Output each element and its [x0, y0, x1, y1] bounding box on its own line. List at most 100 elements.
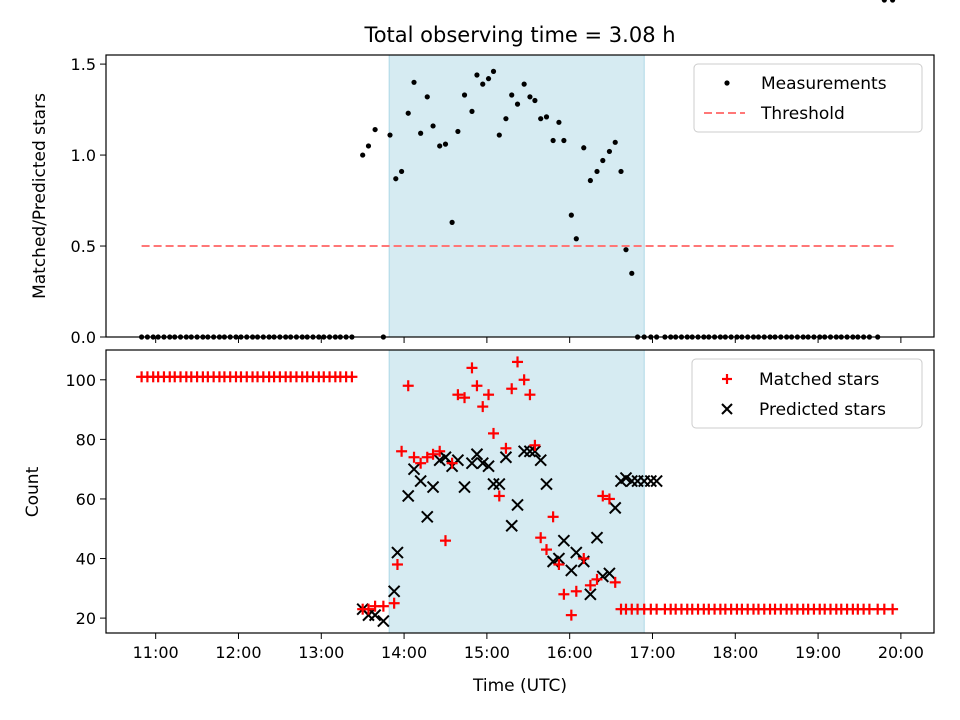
matched-point — [346, 371, 358, 383]
bottom-y-tick-label: 80 — [76, 430, 96, 449]
predicted-point — [590, 531, 604, 544]
predicted-point — [557, 534, 571, 547]
matched-point — [887, 603, 899, 615]
legend-predicted-marker — [721, 403, 733, 415]
matched-point — [500, 442, 512, 454]
measurement-point — [581, 145, 587, 151]
x-axis-label: Time (UTC) — [472, 676, 567, 696]
x-tick-label: 13:00 — [298, 643, 344, 662]
predicted-point — [368, 608, 382, 622]
predicted-point — [565, 564, 578, 577]
measurement-point — [612, 139, 618, 145]
measurement-point — [449, 219, 455, 225]
predicted-point — [584, 588, 597, 601]
predicted-point — [650, 474, 663, 488]
legend-matched-label: Matched stars — [759, 370, 879, 390]
matched-point — [558, 588, 570, 600]
top-y-tick-label: 0.0 — [71, 328, 96, 347]
measurement-point — [365, 143, 372, 149]
measurement-point — [514, 101, 521, 107]
predicted-point — [377, 614, 390, 628]
x-tick-label: 18:00 — [712, 643, 758, 662]
matched-point — [547, 511, 559, 523]
matched-point — [578, 553, 590, 565]
predicted-point — [414, 474, 427, 488]
matched-point — [452, 389, 464, 401]
x-tick-label: 14:00 — [381, 643, 427, 662]
legend-measurements-label: Measurements — [761, 74, 887, 94]
matched-point — [512, 356, 524, 368]
matched-point — [597, 490, 609, 502]
top-legend: Measurements Threshold — [693, 63, 923, 133]
matched-point — [377, 600, 389, 612]
top-y-tick-label: 0.5 — [71, 237, 96, 256]
x-tick-label: 19:00 — [795, 643, 841, 662]
measurement-point — [568, 212, 574, 218]
predicted-point — [603, 567, 616, 580]
bottom-legend-box — [691, 358, 923, 429]
matched-point — [570, 585, 582, 597]
top-y-tick-label: 1.0 — [71, 146, 96, 165]
matched-point — [506, 383, 518, 395]
measurement-point — [480, 81, 486, 87]
matched-series — [136, 356, 899, 621]
measurement-point — [543, 114, 550, 120]
matched-point — [388, 597, 400, 609]
predicted-point — [552, 552, 566, 565]
bottom-x-ticks: 11:00 12:00 13:00 14:00 15:00 16:00 17:00 18:00… — [133, 633, 924, 662]
predicted-point — [625, 474, 638, 488]
legend-matched-marker — [722, 374, 732, 384]
predicted-point — [619, 471, 633, 485]
matched-point — [408, 451, 420, 463]
matched-point — [603, 493, 615, 505]
predicted-point — [505, 519, 518, 532]
matched-point — [535, 532, 547, 544]
predicted-point — [487, 477, 500, 491]
measurement-point — [485, 76, 492, 82]
predicted-point — [609, 501, 622, 515]
measurement-point — [474, 72, 480, 78]
chart-title: Total observing time = 3.08 h — [363, 23, 675, 47]
measurement-point — [561, 137, 567, 144]
measurements-series — [139, 0, 896, 340]
measurement-point — [881, 0, 887, 3]
predicted-point — [407, 462, 421, 476]
matched-point — [524, 389, 536, 401]
measurement-point — [393, 176, 399, 182]
predicted-series — [356, 445, 663, 628]
predicted-point — [391, 546, 404, 559]
predicted-point — [426, 480, 440, 494]
predicted-point — [528, 445, 542, 458]
measurement-point — [532, 97, 538, 104]
matched-point — [391, 558, 403, 570]
measurement-point — [437, 143, 443, 149]
measurement-point — [496, 132, 502, 138]
bottom-y-tick-label: 20 — [76, 609, 96, 628]
bottom-panel: 20 40 60 80 100 11:00 12:00 13:00 14:00 15:00 16:… — [23, 349, 935, 696]
predicted-point — [534, 454, 547, 467]
top-y-ticks: 0.0 0.5 1.0 1.5 — [71, 55, 106, 347]
predicted-point — [493, 477, 506, 491]
predicted-point — [511, 498, 524, 512]
measurement-point — [372, 126, 378, 133]
matched-point — [553, 558, 565, 570]
matched-point — [471, 380, 483, 392]
matched-point — [459, 392, 471, 404]
matched-point — [439, 535, 451, 547]
matched-point — [493, 490, 505, 502]
measurement-point — [360, 152, 366, 158]
measurement-point — [509, 92, 515, 98]
bottom-y-tick-label: 100 — [65, 371, 96, 390]
matched-point — [488, 427, 500, 439]
predicted-point — [402, 489, 415, 503]
measurement-point — [387, 132, 393, 138]
measurement-point — [527, 94, 533, 100]
top-x-ticks — [155, 337, 902, 343]
matched-point — [518, 374, 530, 386]
matched-point — [402, 380, 414, 392]
predicted-point — [476, 456, 489, 470]
legend-measurements-marker — [724, 80, 730, 86]
matched-point — [609, 576, 621, 588]
measurement-point — [623, 247, 629, 253]
